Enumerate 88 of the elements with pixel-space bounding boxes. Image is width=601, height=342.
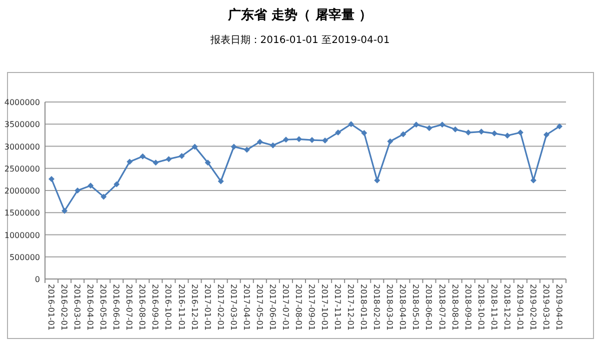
point: [504, 132, 510, 139]
point: [140, 153, 146, 160]
y-tick-label: 3500000: [4, 120, 40, 130]
point: [74, 188, 81, 194]
x-tick-label: 2016-12-01: [190, 284, 199, 330]
x-tick-label: 2018-09-01: [463, 284, 472, 330]
x-tick-label: 2017-07-01: [280, 284, 290, 330]
x-tick-label: 2017-12-01: [346, 284, 356, 330]
point: [400, 131, 406, 138]
x-tick-label: 2017-04-01: [242, 284, 251, 330]
x-tick-label: 2016-05-01: [98, 284, 108, 330]
x-tick-label: 2018-07-01: [437, 284, 446, 330]
x-tick-label: 2017-05-01: [254, 284, 264, 330]
chart-title: 广东省 走势（ 屠宰量 ）: [227, 7, 372, 23]
point: [517, 130, 524, 136]
x-tick-label: 2018-02-01: [372, 284, 382, 330]
x-tick-label: 2017-03-01: [228, 284, 238, 330]
point: [166, 156, 172, 162]
x-tick-label: 2017-10-01: [320, 284, 330, 330]
point: [126, 158, 133, 165]
point: [361, 130, 368, 136]
y-tick-label: 2500000: [4, 164, 40, 174]
x-tick-label: 2019-02-01: [528, 284, 538, 330]
point: [88, 182, 94, 189]
point: [256, 138, 263, 145]
x-tick-label: 2016-09-01: [150, 284, 160, 330]
point: [491, 130, 498, 136]
x-tick-label: 2017-11-01: [333, 284, 342, 330]
point: [178, 152, 185, 159]
point: [452, 126, 458, 132]
y-tick-label: 4000000: [4, 98, 40, 107]
point: [218, 178, 224, 184]
x-tick-label: 2018-08-01: [450, 284, 460, 330]
y-tick-label: 1500000: [4, 208, 40, 218]
x-tick-label: 2017-08-01: [294, 284, 303, 330]
x-tick-label: 2019-04-01: [554, 284, 564, 330]
x-tick-label: 2016-10-01: [164, 284, 173, 330]
point: [192, 144, 198, 150]
y-tick-label: 2000000: [4, 186, 40, 196]
point: [244, 146, 250, 153]
chart-subtitle: 报表日期：2016-01-01 至2019-04-01: [209, 34, 390, 46]
x-tick-label: 2018-12-01: [502, 284, 512, 330]
x-tick-label: 2018-10-01: [476, 284, 486, 330]
x-tick-label: 2019-03-01: [541, 284, 550, 330]
point: [335, 130, 342, 136]
point: [348, 121, 354, 128]
x-tick-label: 2017-02-01: [216, 284, 225, 330]
point: [62, 208, 68, 214]
point: [439, 122, 446, 128]
point: [478, 128, 484, 135]
point: [556, 123, 562, 130]
point: [230, 144, 237, 150]
point: [374, 177, 380, 184]
x-tick-label: 2016-11-01: [176, 284, 186, 330]
point: [100, 194, 107, 200]
x-tick-label: 2016-03-01: [72, 284, 82, 330]
x-tick-label: 2018-03-01: [385, 284, 394, 330]
x-tick-label: 2016-02-01: [60, 284, 69, 330]
y-tick-label: 0: [34, 275, 40, 284]
y-tick-label: 500000: [9, 252, 40, 262]
y-tick-label: 3000000: [4, 142, 40, 152]
x-tick-label: 2016-08-01: [138, 284, 147, 330]
x-tick-label: 2016-07-01: [124, 284, 134, 330]
point: [465, 130, 472, 136]
x-tick-label: 2018-06-01: [424, 284, 434, 330]
point: [413, 122, 420, 128]
point: [387, 138, 394, 144]
point: [322, 138, 328, 144]
x-tick-label: 2016-06-01: [112, 284, 121, 330]
x-tick-label: 2017-09-01: [307, 284, 316, 330]
point: [543, 132, 550, 138]
x-tick-label: 2016-01-01: [46, 284, 56, 330]
point: [282, 136, 289, 143]
point: [48, 176, 55, 182]
x-tick-label: 2018-01-01: [359, 284, 368, 330]
x-tick-label: 2017-06-01: [268, 284, 277, 330]
point: [270, 142, 276, 148]
y-tick-label: 1000000: [4, 230, 40, 240]
point: [204, 160, 211, 166]
x-tick-label: 2018-05-01: [411, 284, 420, 330]
x-tick-label: 2017-01-01: [202, 284, 212, 330]
x-tick-label: 2018-04-01: [398, 284, 408, 330]
x-tick-label: 2018-11-01: [489, 284, 498, 330]
x-tick-label: 2016-04-01: [86, 284, 95, 330]
point: [114, 181, 120, 188]
point: [152, 160, 159, 166]
x-tick-label: 2019-01-01: [515, 284, 524, 330]
point: [426, 125, 432, 132]
